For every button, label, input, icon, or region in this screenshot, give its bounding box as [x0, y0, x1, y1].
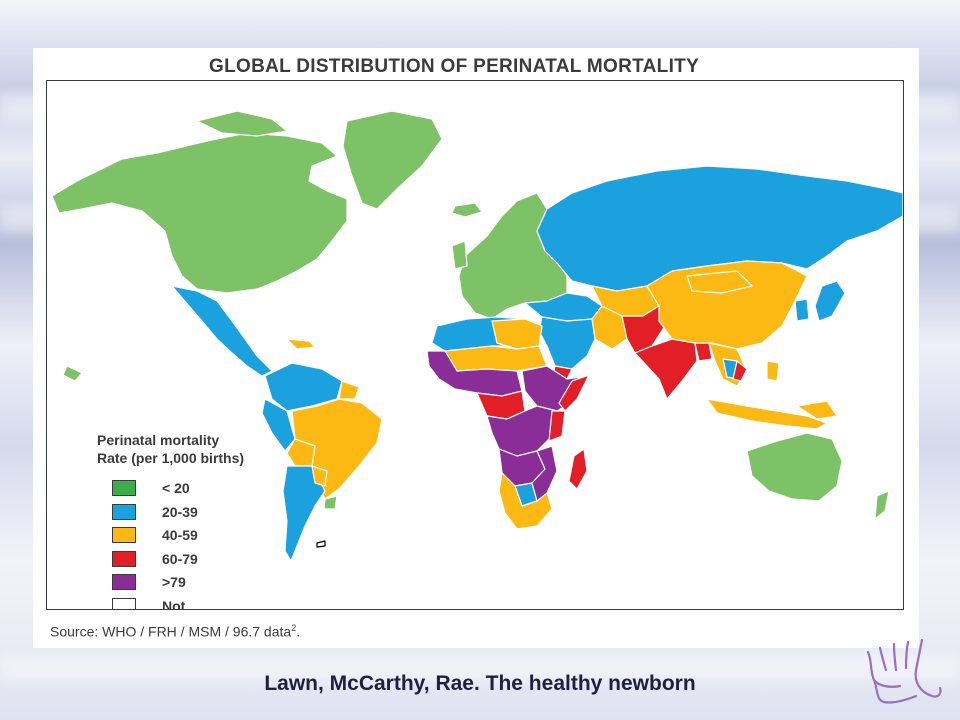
map-legend: Perinatal mortality Rate (per 1,000 birt… [87, 431, 245, 610]
region-greenland [342, 110, 443, 210]
region-china [646, 260, 808, 350]
world-map [51, 110, 903, 562]
legend-item: 60-79 [87, 550, 244, 575]
region-philippines [766, 360, 780, 382]
region-south-africa [498, 472, 553, 530]
region-northern-south-america [264, 362, 343, 412]
region-vietnam [732, 360, 748, 382]
legend-title-line2: Rate (per 1,000 births) [97, 450, 245, 466]
source-text: Source: WHO / FRH / MSM / 96.7 data [50, 623, 292, 640]
region-uk [451, 240, 468, 270]
region-mongolia [686, 270, 753, 294]
legend-swatch [112, 480, 136, 496]
region-japan [814, 280, 846, 322]
region-somalia [558, 374, 590, 412]
slide-caption: Lawn, McCarthy, Rae. The healthy newborn [264, 672, 696, 695]
region-arabian-peninsula [538, 316, 596, 370]
source-superscript: 2 [291, 623, 297, 633]
region-new-guinea [796, 400, 838, 420]
region-mexico-central-america [171, 285, 273, 377]
region-india [634, 338, 698, 400]
legend-item: Not available [87, 597, 244, 610]
map-title: GLOBAL DISTRIBUTION OF PERINATAL MORTALI… [209, 56, 700, 77]
legend-item: < 20 [87, 480, 244, 504]
region-arctic-islands [196, 110, 288, 137]
legend-label: 20-39 [162, 503, 198, 520]
legend-label: 60-79 [162, 550, 198, 567]
background-stripe [0, 655, 960, 681]
source-suffix: . [296, 623, 301, 640]
map-frame: Perinatal mortality Rate (per 1,000 birt… [46, 80, 904, 610]
region-north-america [51, 132, 348, 294]
region-indonesia [706, 398, 828, 430]
map-figure: GLOBAL DISTRIBUTION OF PERINATAL MORTALI… [33, 48, 919, 648]
region-new-zealand [874, 490, 890, 520]
region-guianas [338, 380, 360, 400]
legend-label: >79 [162, 574, 186, 590]
region-sahel [444, 345, 548, 372]
legend-label: Not available [162, 597, 186, 610]
region-falklands [316, 540, 326, 548]
region-uruguay [323, 495, 338, 510]
region-iceland [451, 202, 483, 218]
region-caribbean [286, 338, 316, 350]
region-andes [261, 398, 296, 452]
legend-label: < 20 [162, 480, 190, 496]
source-note: Source: WHO / FRH / MSM / 96.7 data2. [50, 623, 300, 640]
region-small-island [62, 365, 83, 382]
legend-label: 40-59 [162, 527, 198, 543]
region-madagascar [568, 448, 588, 490]
region-afghanistan-pakistan [621, 305, 666, 354]
legend-item: 40-59 [87, 527, 244, 551]
legend-swatch [112, 550, 136, 567]
region-east-africa-red [548, 410, 566, 442]
region-mozambique [531, 445, 558, 502]
handprint-logo-icon [866, 638, 942, 704]
legend-swatch [112, 574, 136, 590]
legend-item: 20-39 [87, 503, 244, 528]
region-australia [746, 432, 843, 502]
legend-item: >79 [87, 574, 244, 598]
legend-swatch [112, 597, 136, 609]
legend-swatch [112, 527, 136, 543]
region-korea [794, 298, 810, 322]
legend-swatch [112, 503, 136, 520]
region-paraguay [311, 465, 328, 487]
legend-title-line1: Perinatal mortality [97, 432, 220, 448]
region-europe [458, 192, 568, 320]
